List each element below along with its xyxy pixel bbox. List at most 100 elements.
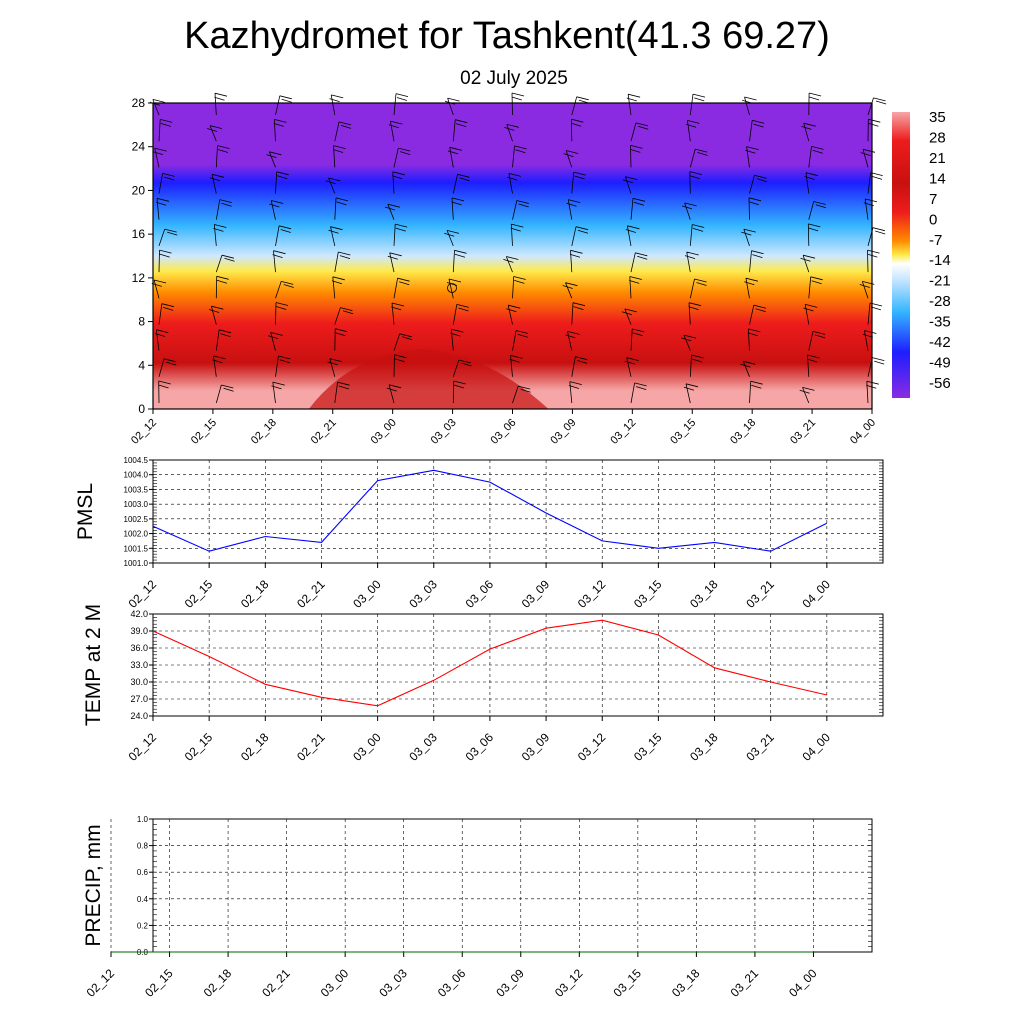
- wind-barb: [334, 381, 350, 404]
- wind-barb: [275, 281, 294, 299]
- x-tick-label: 03_12: [552, 966, 586, 1000]
- wind-barb: [747, 328, 761, 351]
- wind-barb: [807, 223, 821, 246]
- wind-barb: [749, 119, 765, 142]
- wind-barb: [630, 382, 647, 404]
- wind-barb: [681, 202, 697, 220]
- wind-barb: [452, 173, 470, 194]
- x-tick-label: 03_21: [788, 417, 818, 447]
- wind-barb: [212, 355, 226, 377]
- wind-barb: [624, 357, 639, 377]
- y-tick-label: 0.4: [137, 895, 149, 904]
- colorbar-label: -21: [929, 273, 951, 290]
- y-tick-label: 0: [138, 402, 145, 416]
- wind-barb: [328, 226, 343, 246]
- wind-barb: [452, 304, 469, 325]
- wind-barb: [512, 276, 526, 299]
- wind-barb: [215, 329, 232, 351]
- wind-barb: [275, 95, 292, 116]
- wind-barb: [334, 197, 349, 220]
- x-tick-label: 03_18: [687, 577, 721, 611]
- wind-barb: [392, 171, 405, 194]
- wind-barb: [630, 252, 648, 273]
- wind-barb: [506, 304, 521, 325]
- chart-subtitle: 02 July 2025: [460, 68, 568, 89]
- wind-barb: [393, 223, 408, 246]
- wind-barb: [452, 119, 468, 142]
- wind-barb: [800, 254, 816, 273]
- x-tick-label: 02_18: [249, 417, 279, 447]
- x-tick-label: 03_18: [669, 966, 703, 1000]
- wind-barb: [452, 249, 467, 273]
- colorbar-label: -49: [929, 355, 951, 372]
- wind-barbs: [149, 92, 887, 404]
- chart-title: Kazhydromet for Tashkent(41.3 69.27): [184, 15, 830, 57]
- wind-barb: [512, 145, 527, 168]
- wind-barb: [512, 200, 529, 220]
- wind-barb: [867, 172, 883, 194]
- y-tick-label: 1002.5: [124, 515, 149, 524]
- x-tick-label: 02_12: [84, 966, 118, 1000]
- wind-barb: [393, 333, 413, 351]
- wind-barb: [571, 302, 586, 325]
- pmsl-frame: [152, 459, 884, 564]
- wind-barb: [393, 93, 409, 116]
- wind-barb: [332, 145, 346, 168]
- wind-barb: [681, 334, 697, 351]
- y-tick-label: 1001.5: [124, 544, 149, 553]
- colorbar-label: 14: [929, 170, 946, 187]
- precipitation-frame: [152, 818, 873, 953]
- y-tick-label: 24.0: [130, 711, 148, 721]
- wind-barb: [393, 147, 411, 168]
- wind-barb: [393, 277, 410, 299]
- wind-barb: [862, 330, 877, 351]
- colorbar-scale: [892, 112, 910, 398]
- y-tick-label: 39.0: [130, 626, 148, 636]
- wind-barb: [621, 308, 637, 325]
- wind-barb: [154, 329, 169, 351]
- cross-section-panel: 0 4 8 12 16 20 24 28 02_12 02_15 02_18 02_21 03_00 03…: [129, 92, 887, 447]
- x-tick-label: 02_18: [201, 966, 235, 1000]
- y-tick-label: 8: [138, 315, 145, 329]
- wind-barb: [447, 146, 462, 168]
- colorbar-label: -7: [929, 232, 942, 249]
- wind-barb: [271, 381, 285, 404]
- x-tick-label: 03_18: [728, 417, 758, 447]
- wind-barb: [570, 118, 584, 142]
- wind-barb: [625, 225, 640, 246]
- wind-barb: [393, 354, 407, 377]
- wind-barb: [804, 172, 818, 194]
- pmsl-ylabel: PMSL: [74, 483, 97, 540]
- wind-barb: [744, 277, 758, 299]
- wind-barb: [209, 173, 225, 194]
- wind-barb: [452, 380, 466, 404]
- pmsl-series-line: [152, 469, 828, 552]
- wind-barb: [215, 145, 230, 168]
- x-tick-label: 02_21: [309, 417, 339, 447]
- x-tick-label: 03_09: [519, 577, 553, 611]
- wind-barb: [562, 282, 578, 299]
- wind-barb: [158, 380, 171, 404]
- x-tick-label: 02_15: [142, 966, 176, 1000]
- wind-barb: [689, 224, 705, 246]
- wind-barb: [684, 251, 699, 273]
- y-tick-label: 0.2: [137, 921, 149, 930]
- colorbar-label: -56: [929, 375, 951, 392]
- wind-barb: [268, 332, 283, 351]
- wind-barb: [806, 354, 820, 377]
- x-tick-label: 03_18: [687, 730, 721, 764]
- x-tick-label: 03_06: [463, 577, 497, 611]
- x-tick-label: 03_15: [610, 966, 644, 1000]
- x-tick-label: 03_15: [668, 417, 698, 447]
- x-tick-label: 02_15: [182, 730, 216, 764]
- wind-barb: [569, 249, 583, 273]
- x-tick-label: 03_21: [728, 966, 762, 1000]
- wind-barb: [571, 171, 586, 194]
- x-tick-label: 02_15: [182, 577, 216, 611]
- y-tick-label: 33.0: [130, 660, 148, 670]
- wind-barb: [266, 151, 282, 168]
- y-tick-label: 24: [132, 140, 146, 154]
- x-tick-label: 03_09: [493, 966, 527, 1000]
- x-tick-label: 02_15: [189, 417, 219, 447]
- wind-barb: [808, 146, 824, 168]
